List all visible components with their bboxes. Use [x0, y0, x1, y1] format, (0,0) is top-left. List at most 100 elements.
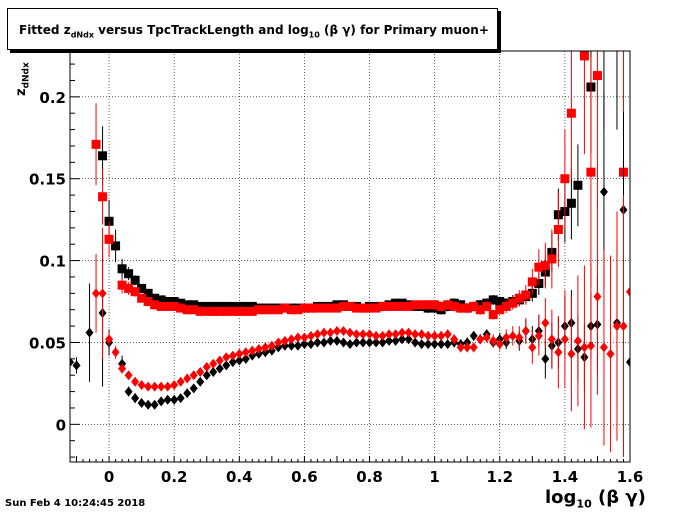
- diamond-marker: [352, 329, 361, 340]
- diamond-marker: [560, 334, 569, 345]
- x-axis-label: log10 (β γ): [545, 487, 646, 511]
- square-marker: [495, 305, 505, 315]
- diamond-marker: [463, 342, 472, 353]
- diamond-marker: [163, 394, 172, 405]
- diamond-marker: [157, 396, 166, 407]
- square-marker: [312, 303, 322, 313]
- x-tick-label: 1.2: [486, 468, 513, 486]
- square-marker: [501, 301, 511, 311]
- square-marker: [163, 301, 173, 311]
- square-marker: [117, 280, 127, 290]
- square-marker: [98, 151, 108, 161]
- diamond-marker: [332, 335, 341, 346]
- y-tick-label: 0.1: [39, 253, 66, 271]
- diamond-marker: [300, 339, 309, 350]
- square-marker: [521, 290, 531, 300]
- square-marker: [176, 298, 186, 308]
- diamond-marker: [235, 355, 244, 366]
- square-marker: [241, 306, 251, 316]
- diamond-marker: [378, 330, 387, 341]
- diamond-marker: [124, 370, 133, 381]
- square-marker: [228, 306, 238, 316]
- diamond-marker: [70, 357, 74, 368]
- diamond-marker: [98, 288, 107, 299]
- square-marker: [579, 51, 589, 61]
- diamond-marker: [450, 334, 459, 345]
- diamond-marker: [567, 348, 576, 359]
- diamond-marker: [352, 337, 361, 348]
- diamond-marker: [398, 327, 407, 338]
- square-marker: [195, 306, 205, 316]
- diamond-marker: [319, 327, 328, 338]
- diamond-marker: [593, 291, 602, 302]
- square-marker: [332, 303, 342, 313]
- diamond-marker: [150, 381, 159, 392]
- diamond-marker: [547, 334, 556, 345]
- diamond-marker: [326, 327, 335, 338]
- square-marker: [215, 306, 225, 316]
- diamond-marker: [469, 342, 478, 353]
- diamond-marker: [626, 286, 630, 297]
- square-marker: [488, 310, 498, 320]
- diamond-marker: [612, 321, 621, 332]
- diamond-marker: [541, 317, 550, 328]
- square-marker: [319, 303, 329, 313]
- y-tick-label: 0.15: [29, 171, 66, 189]
- diamond-marker: [633, 398, 641, 408]
- diamond-marker: [189, 370, 198, 381]
- diamond-marker: [144, 381, 153, 392]
- x-tick-label: 0.4: [226, 468, 253, 486]
- square-marker: [345, 301, 355, 311]
- chart-title: Fitted zdNdx versus TpcTrackLength and l…: [19, 23, 489, 40]
- square-marker: [417, 300, 427, 310]
- diamond-marker: [254, 344, 263, 355]
- diamond-marker: [105, 334, 114, 345]
- diamond-marker: [437, 330, 446, 341]
- square-marker: [338, 301, 348, 311]
- diamond-marker: [626, 357, 630, 368]
- square-marker: [208, 301, 218, 311]
- diamond-marker: [215, 363, 224, 374]
- square-marker: [156, 295, 166, 305]
- diamond-marker: [378, 337, 387, 348]
- square-marker: [208, 306, 218, 316]
- diamond-marker: [346, 327, 354, 338]
- x-tick-label: 0: [104, 468, 114, 486]
- square-marker: [124, 283, 134, 293]
- diamond-marker: [502, 332, 511, 343]
- diamond-marker: [150, 399, 159, 410]
- diamond-marker: [183, 373, 192, 384]
- diamond-marker: [424, 330, 433, 341]
- diamond-marker: [222, 352, 231, 363]
- diamond-marker: [391, 329, 400, 340]
- x-tick-label: 0.2: [161, 468, 188, 486]
- diamond-marker: [267, 340, 276, 351]
- diamond-marker: [189, 383, 198, 394]
- diamond-marker: [339, 337, 348, 348]
- diamond-marker: [306, 330, 315, 341]
- square-marker: [286, 305, 296, 315]
- square-marker: [221, 301, 231, 311]
- diamond-marker: [137, 398, 146, 409]
- diamond-marker: [515, 332, 524, 343]
- diamond-marker: [241, 353, 250, 364]
- diamond-marker: [372, 337, 381, 348]
- square-marker: [566, 198, 576, 208]
- diamond-marker: [346, 339, 354, 350]
- square-marker: [117, 264, 127, 274]
- diamond-marker: [131, 376, 140, 387]
- y-axis-label: zdNdx: [14, 62, 32, 96]
- square-marker: [202, 301, 212, 311]
- diamond-marker: [163, 381, 172, 392]
- diamond-marker: [293, 332, 302, 343]
- diamond-marker: [417, 329, 426, 340]
- square-marker: [553, 224, 563, 234]
- diamond-marker: [222, 360, 231, 371]
- square-marker: [560, 174, 570, 184]
- square-marker: [384, 301, 394, 311]
- diamond-marker: [404, 334, 413, 345]
- x-tick-label: 0.8: [356, 468, 383, 486]
- square-marker: [599, 27, 608, 36]
- diamond-marker: [131, 393, 140, 404]
